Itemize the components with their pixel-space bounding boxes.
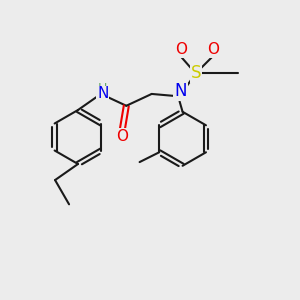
Text: S: S [190, 64, 201, 82]
Text: O: O [207, 42, 219, 57]
Text: H: H [98, 82, 108, 95]
Text: O: O [116, 129, 128, 144]
Text: N: N [174, 82, 187, 100]
Text: O: O [175, 42, 187, 57]
Text: N: N [97, 86, 109, 101]
